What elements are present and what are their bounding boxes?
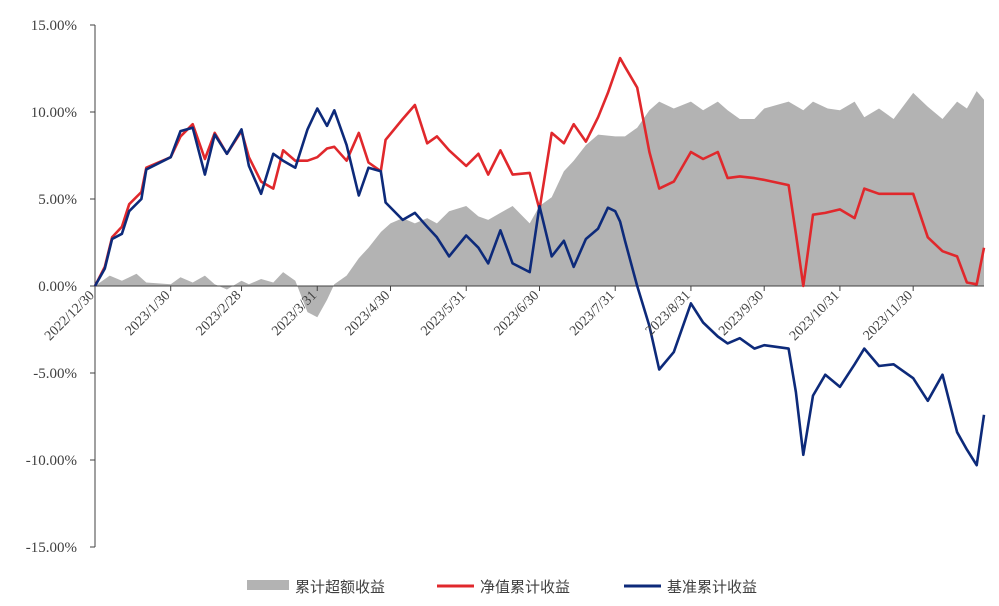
legend-swatch-excess-return [247, 580, 289, 590]
x-tick-label: 2023/9/30 [716, 288, 767, 339]
legend: 累计超额收益 净值累计收益 基准累计收益 [247, 578, 757, 596]
x-tick-label: 2023/2/28 [194, 288, 245, 339]
x-tick-labels: 2022/12/30 2023/1/30 2023/2/28 2023/3/31 202… [42, 288, 916, 344]
y-tick-labels: -15.00% -10.00% -5.00% 0.00% 5.00% 10.00% 15.0… [26, 18, 77, 556]
legend-label-excess-return: 累计超额收益 [295, 578, 385, 596]
x-tick-label: 2023/4/30 [343, 288, 394, 339]
line-layer [93, 56, 986, 467]
x-tick-label: 2023/6/30 [492, 288, 543, 339]
series-excess-return-area [95, 91, 984, 318]
excess-return-area-layer [95, 91, 984, 318]
x-tick-label: 2023/1/30 [123, 288, 174, 339]
y-tick-label: 5.00% [38, 192, 77, 208]
y-tick-label: -15.00% [26, 540, 77, 556]
x-tick-label: 2023/5/31 [418, 288, 469, 339]
y-tick-label: -5.00% [33, 366, 77, 382]
x-tick-label: 2023/10/31 [787, 288, 843, 344]
x-tick-label: 2023/11/30 [861, 288, 916, 343]
y-tick-label: 10.00% [31, 105, 77, 121]
y-tick-label: 0.00% [38, 279, 77, 295]
axes [90, 24, 984, 548]
legend-label-nav-return: 净值累计收益 [480, 578, 570, 596]
legend-label-benchmark-return: 基准累计收益 [667, 578, 757, 596]
x-tick-label: 2023/7/31 [567, 288, 618, 339]
x-tick-label: 2022/12/30 [42, 288, 98, 344]
y-tick-label: -10.00% [26, 453, 77, 469]
y-tick-label: 15.00% [31, 18, 77, 34]
series-benchmark-return-line [93, 107, 986, 467]
